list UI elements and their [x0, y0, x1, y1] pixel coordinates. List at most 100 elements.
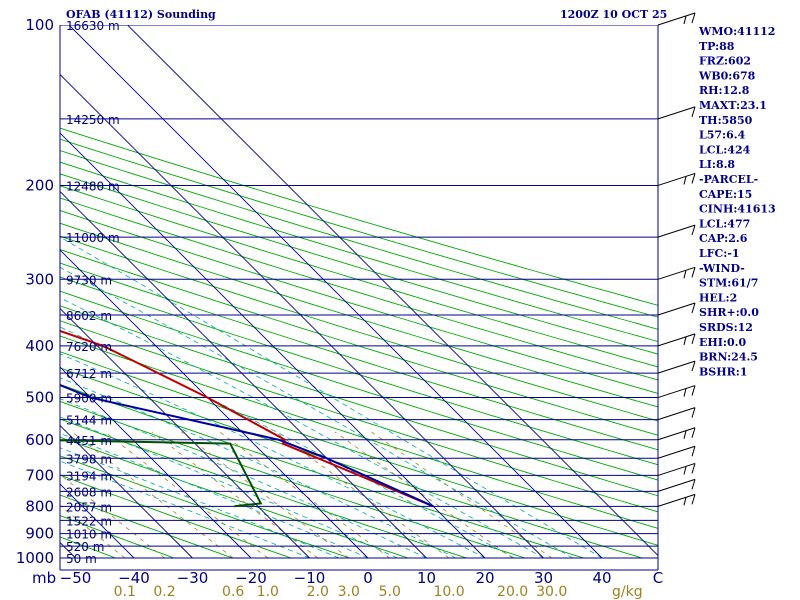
moist-adiabat [60, 266, 573, 559]
index-item: WB0:678 [698, 69, 756, 82]
pressure-label: 300 [25, 270, 54, 288]
moist-adiabat [60, 416, 398, 559]
height-label: 1010 m [66, 528, 112, 542]
pressure-label: 100 [25, 16, 54, 34]
isotherm [0, 25, 17, 558]
mixing-ratio-line [71, 431, 234, 559]
isotherm [60, 424, 193, 559]
pressure-label: 200 [25, 176, 54, 194]
pressure-label: 800 [25, 497, 54, 515]
temperature-tick: −50 [60, 569, 92, 587]
wind-barbs [657, 12, 696, 507]
wind-barb [657, 407, 696, 421]
height-label: 7620 m [66, 340, 112, 354]
wind-barb [657, 302, 696, 316]
temperature-tick: −20 [235, 569, 267, 587]
mixing-ratio-unit: g/kg [612, 584, 643, 600]
height-label: 11000 m [66, 231, 120, 245]
moist-adiabat [60, 377, 456, 559]
wind-barb [657, 445, 696, 459]
wind-barb [657, 266, 696, 280]
mixing-ratio-tick: 0.6 [222, 584, 244, 600]
index-item: STM:61/7 [699, 277, 758, 290]
isotherm [60, 190, 427, 559]
dewpoint-line [60, 439, 263, 508]
moist-adiabat [60, 432, 369, 559]
index-item: CAP:2.6 [699, 232, 748, 245]
temperature-tick: −40 [118, 569, 150, 587]
moist-adiabat [60, 398, 427, 559]
mixing-ratio-tick: 2.0 [307, 584, 329, 600]
isotherm [127, 25, 658, 557]
data-series [60, 329, 434, 508]
height-label: 9730 m [66, 273, 112, 287]
mixing-ratio-tick: 3.0 [338, 584, 360, 600]
index-item: CAPE:15 [699, 188, 752, 201]
pressure-label: 700 [25, 466, 54, 484]
height-label: 50 m [66, 552, 97, 566]
moist-adiabat [60, 297, 544, 559]
isotherm [60, 73, 544, 559]
height-label: 2608 m [66, 485, 112, 499]
height-label: 12480 m [66, 179, 120, 193]
mixing-ratio-tick: 20.0 [497, 584, 528, 600]
index-item: -WIND- [699, 262, 745, 275]
pressure-label: 500 [25, 389, 54, 407]
moist-adiabat [60, 236, 603, 559]
height-label: 8602 m [66, 309, 112, 323]
index-item: MAXT:23.1 [699, 99, 767, 112]
mixing-ratio-tick: 1.0 [257, 584, 279, 600]
wind-barb [657, 360, 696, 374]
wind-barb [657, 224, 696, 238]
index-item: -PARCEL- [699, 173, 758, 186]
height-label: 520 m [66, 540, 104, 554]
mixing-ratio-line [275, 431, 450, 559]
chart-time: 1200Z 10 OCT 25 [560, 8, 667, 21]
temperature-tick: 0 [363, 569, 373, 587]
height-label: 4451 m [66, 434, 112, 448]
height-label: 3194 m [66, 469, 112, 483]
height-label: 2057 m [66, 500, 112, 514]
temperature-tick: −30 [177, 569, 209, 587]
chart-title: OFAB (41112) Sounding [66, 8, 216, 21]
index-item: RH:12.8 [699, 84, 750, 97]
wind-barb [657, 333, 696, 347]
temperature-tick: −10 [294, 569, 326, 587]
moist-adiabat [60, 460, 310, 559]
wind-barb [657, 172, 696, 186]
index-item: L57:6.4 [699, 129, 746, 142]
background-lines [0, 25, 658, 559]
moist-adiabat [60, 326, 515, 559]
moist-adiabat [60, 447, 339, 559]
index-item: LI:8.8 [699, 158, 735, 171]
y-axis-label: mb [32, 569, 56, 587]
height-label: 1522 m [66, 514, 112, 528]
wind-barb [657, 462, 696, 476]
pressure-label: 400 [25, 337, 54, 355]
index-item: LCL:424 [699, 143, 751, 156]
mixing-ratio-line [219, 431, 391, 559]
temperature-tick: 10 [417, 569, 436, 587]
temperature-tick: 20 [475, 569, 494, 587]
temperature-unit: C [653, 569, 663, 587]
mixing-ratio-tick: 5.0 [379, 584, 401, 600]
wind-barb [657, 478, 696, 492]
temperature-tick: 30 [534, 569, 553, 587]
mixing-ratio-tick: 0.2 [153, 584, 175, 600]
index-item: BSHR:1 [699, 365, 748, 378]
mixing-ratio-tick: 30.0 [536, 584, 567, 600]
dry-adiabat [60, 335, 658, 529]
height-label: 5900 m [66, 392, 112, 406]
index-item: HEL:2 [699, 291, 737, 304]
pressure-label: 1000 [16, 549, 54, 567]
index-item: SRDS:12 [699, 321, 753, 334]
moist-adiabat [60, 353, 486, 559]
index-item: CINH:41613 [699, 203, 776, 216]
parcel-line [60, 383, 434, 508]
mixing-ratio-tick: 0.1 [114, 584, 136, 600]
isotherm [60, 307, 310, 559]
index-item: LCL:477 [699, 217, 750, 230]
